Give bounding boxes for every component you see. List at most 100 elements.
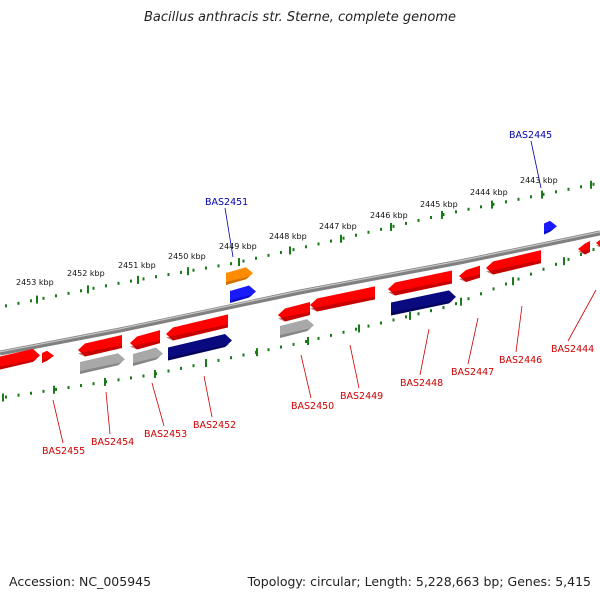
leader-line-bas2451 bbox=[224, 207, 234, 258]
gene-grey-bas2454-shade bbox=[80, 362, 123, 374]
inner-track-minor-tick bbox=[405, 315, 407, 319]
outer-track-minor-tick bbox=[230, 262, 232, 266]
outer-track-minor-tick bbox=[442, 213, 445, 217]
outer-track-minor-tick bbox=[67, 291, 70, 295]
gene-label-bas2452: BAS2452 bbox=[193, 420, 236, 431]
inner-track-minor-tick bbox=[367, 324, 370, 328]
gene-red-bas2449-shade bbox=[310, 296, 375, 312]
leader-line-bas2449 bbox=[349, 344, 360, 389]
inner-track-minor-tick bbox=[17, 393, 20, 397]
inner-track-minor-tick bbox=[117, 378, 120, 382]
outer-track-minor-tick bbox=[55, 294, 57, 298]
outer-track-minor-tick bbox=[242, 259, 245, 263]
outer-track-major-tick bbox=[541, 190, 543, 199]
kbp-label: 2443 kbp bbox=[520, 176, 558, 185]
outer-track-minor-tick bbox=[467, 207, 470, 211]
outer-track-minor-tick bbox=[530, 195, 532, 199]
outer-track-major-tick bbox=[340, 234, 342, 243]
inner-track-major-tick bbox=[205, 359, 207, 368]
leader-line-bas2447 bbox=[467, 317, 479, 365]
gene-red-bas2448-shade bbox=[388, 280, 452, 296]
inner-track-major-tick bbox=[104, 377, 106, 386]
outer-track-minor-tick bbox=[192, 268, 195, 272]
gene-label-bas2454: BAS2454 bbox=[91, 437, 134, 448]
gene-red-bas2452 bbox=[166, 314, 228, 341]
gene-red-bas2449 bbox=[310, 286, 375, 312]
gene-red-bas2455a bbox=[0, 348, 40, 370]
outer-track-minor-tick bbox=[205, 266, 207, 270]
outer-track-minor-tick bbox=[92, 286, 95, 290]
inner-track-minor-tick bbox=[292, 342, 295, 346]
outer-track-minor-tick bbox=[117, 281, 120, 285]
outer-track-minor-tick bbox=[480, 205, 482, 209]
outer-track-minor-tick bbox=[267, 253, 270, 257]
inner-track-minor-tick bbox=[330, 333, 332, 337]
inner-track-major-tick bbox=[154, 369, 156, 378]
inner-track-major-tick bbox=[460, 297, 462, 306]
gene-navy-bas2452-shade bbox=[168, 343, 230, 361]
inner-track-minor-tick bbox=[555, 262, 557, 266]
outer-track-minor-tick bbox=[417, 218, 420, 222]
genome-backbone-highlight bbox=[0, 231, 600, 353]
outer-track-minor-tick bbox=[155, 275, 157, 279]
gene-red-bas2444-shade bbox=[578, 249, 590, 255]
outer-track-minor-tick bbox=[280, 250, 282, 254]
gene-red-bas2454 bbox=[78, 335, 122, 357]
outer-track-minor-tick bbox=[542, 192, 545, 196]
inner-track-minor-tick bbox=[317, 336, 320, 340]
inner-track-minor-tick bbox=[542, 267, 545, 271]
kbp-label: 2452 kbp bbox=[67, 269, 105, 278]
inner-track-minor-tick bbox=[392, 318, 395, 322]
inner-track-minor-tick bbox=[592, 248, 595, 252]
outer-track-minor-tick bbox=[430, 215, 432, 219]
outer-track-minor-tick bbox=[142, 277, 145, 281]
inner-track-major-tick bbox=[512, 277, 514, 286]
outer-track-minor-tick bbox=[505, 200, 507, 204]
inner-track-minor-tick bbox=[142, 374, 145, 378]
inner-track-minor-tick bbox=[280, 345, 282, 349]
outer-track-minor-tick bbox=[492, 202, 495, 206]
inner-track-minor-tick bbox=[92, 382, 95, 386]
leader-line-bas2453 bbox=[151, 382, 165, 427]
leader-line-bas2444 bbox=[567, 289, 597, 342]
kbp-label: 2447 kbp bbox=[319, 222, 357, 231]
gene-red-bas2447-shade bbox=[459, 274, 480, 282]
inner-track-minor-tick bbox=[467, 297, 470, 301]
outer-track-major-tick bbox=[36, 295, 38, 304]
outer-track-minor-tick bbox=[405, 221, 407, 225]
inner-track-major-tick bbox=[563, 257, 565, 266]
leader-line-bas2455 bbox=[52, 399, 64, 444]
outer-track-minor-tick bbox=[42, 296, 45, 300]
genome-backbone bbox=[0, 230, 600, 356]
gene-label-bas2449: BAS2449 bbox=[340, 391, 383, 402]
kbp-label: 2445 kbp bbox=[420, 200, 458, 209]
inner-track-minor-tick bbox=[305, 340, 307, 344]
outer-track-major-tick bbox=[187, 267, 189, 276]
gene-orange-bas2451-shade bbox=[226, 276, 251, 285]
outer-track-minor-tick bbox=[180, 270, 182, 274]
outer-track-minor-tick bbox=[80, 289, 82, 293]
inner-track-major-tick bbox=[53, 385, 55, 394]
gene-label-bas2445: BAS2445 bbox=[509, 130, 552, 141]
inner-track-minor-tick bbox=[505, 282, 507, 286]
kbp-label: 2446 kbp bbox=[370, 211, 408, 220]
inner-track-major-tick bbox=[409, 311, 411, 320]
inner-track-minor-tick bbox=[55, 387, 57, 391]
inner-track-minor-tick bbox=[567, 257, 570, 261]
gene-red-bas2454-shade bbox=[78, 345, 122, 357]
outer-track-major-tick bbox=[238, 258, 240, 267]
outer-track-minor-tick bbox=[330, 239, 332, 243]
outer-track-minor-tick bbox=[592, 182, 595, 186]
gene-blue-bas2451-shade bbox=[230, 294, 254, 303]
inner-track-minor-tick bbox=[30, 391, 32, 395]
gene-label-bas2455: BAS2455 bbox=[42, 446, 85, 457]
outer-track-minor-tick bbox=[292, 248, 295, 252]
gene-grey-bas2450-shade bbox=[280, 328, 312, 338]
inner-track-minor-tick bbox=[355, 327, 357, 331]
outer-track-major-tick bbox=[441, 210, 443, 219]
outer-track-minor-tick bbox=[380, 227, 382, 231]
kbp-label: 2444 kbp bbox=[470, 188, 508, 197]
gene-navy-bas2452 bbox=[168, 333, 232, 361]
inner-track-major-tick bbox=[358, 324, 360, 333]
